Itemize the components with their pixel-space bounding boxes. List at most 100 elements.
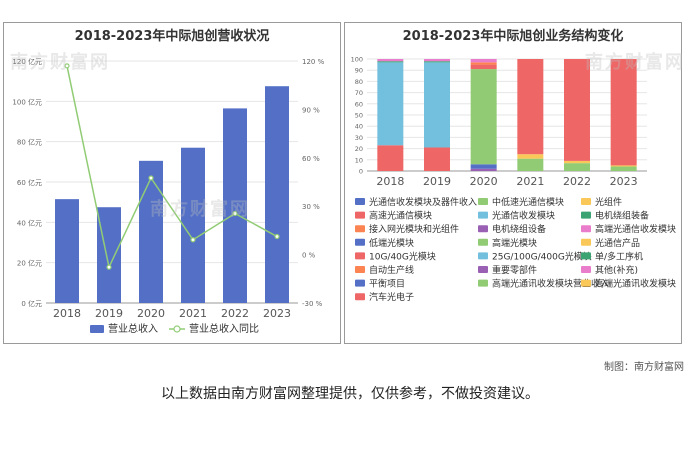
legend-swatch [355,293,365,301]
x-axis-tick-label: 2019 [423,175,451,188]
legend-label: 中低速光通信模块 [492,196,564,208]
legend-label-revenue: 营业总收入 [108,322,158,335]
revenue-chart: 0 亿元 20 亿元 40 亿元 60 亿元 80 亿元 100 亿元 120 亿元 -30 … [12,57,325,335]
right-axis-tick-label: 0 % [302,252,316,260]
y-axis-tick-label: 60 [355,100,363,108]
legend-swatch [581,211,591,219]
legend-label: 高端光通讯收发模块 [595,278,676,290]
left-axis-tick-label: 60 亿元 [17,178,42,187]
right-axis-tick-label: 120 % [302,58,325,66]
legend-label: 电机绕组装备 [595,210,649,222]
legend-swatch [478,225,488,233]
left-axis-tick-label: 40 亿元 [17,218,42,227]
y-axis-tick-label: 0 [359,168,363,176]
yoy-point [190,237,196,243]
stack-segment [424,62,450,148]
legend-label: 光通信收发模块及器件收入 [369,196,477,208]
legend-label: 光通信产品 [595,237,640,249]
stack-segment [377,61,404,63]
legend-swatch [478,198,488,205]
stack-segment [424,59,450,62]
chart-credit: 制图：南方财富网 [604,362,684,373]
watermark-text: 南方财富网 [10,52,110,73]
business-structure-title: 2018-2023年中际旭创业务结构变化 [402,29,624,44]
right-axis-tick-label: 60 % [302,155,320,163]
right-axis-tick-label: 30 % [302,203,320,211]
legend-swatch [581,266,591,273]
legend-label: 高速光通信模块 [369,210,432,222]
y-axis-tick-label: 30 [355,134,363,142]
legend-swatch [355,279,365,287]
y-axis-tick-label: 80 [355,78,363,86]
stack-segment [610,165,637,167]
legend-swatch-revenue [90,325,104,333]
stack-segment [564,163,590,171]
revenue-bar [223,108,247,304]
legend-swatch [355,211,365,219]
legend-label: 10G/40G光模块 [369,250,436,262]
watermark-text-center: 南方财富网 [150,199,250,220]
stack-segment [564,59,590,161]
legend-swatch [581,225,591,233]
stack-segment [517,154,544,159]
x-axis-tick-label: 2018 [53,307,81,320]
legend-swatch [478,252,488,260]
stack-segment [377,59,404,62]
revenue-chart-title: 2018-2023年中际旭创营收状况 [74,29,270,44]
stack-segment [610,59,637,166]
legend-label: 电机绕组设备 [492,223,546,235]
legend-label: 光通信收发模块 [492,210,555,222]
legend-swatch [355,238,365,246]
legend-swatch [581,238,591,246]
stack-segment [564,160,590,164]
yoy-point [232,210,238,217]
revenue-chart-panel: 2018-2023年中际旭创营收状况 0 亿元 20 亿元 40 亿元 60 亿元 80… [3,22,341,344]
y-axis-tick-label: 40 [355,123,363,131]
legend-swatch-yoy-marker [173,325,181,333]
stack-segment [470,69,497,165]
revenue-bar [265,86,289,303]
stack-segment [424,147,450,171]
legend-label: 接入网光模块和光组件 [369,223,459,235]
legend-label: 高端光通讯收发模块营业收入 [492,278,609,290]
y-axis-tick-label: 70 [355,89,363,97]
legend-swatch [478,238,488,246]
legend-swatch [581,279,591,287]
revenue-bar [139,160,163,303]
stack-segment [377,62,404,146]
yoy-line [66,65,278,270]
business-structure-chart: 0 10 20 30 40 50 60 70 80 90 100 2018 2019 2020 2021 20… [351,56,676,304]
legend-label: 25G/100G/400G光模块 [492,250,592,262]
left-axis-tick-label: 120 亿元 [12,57,42,66]
legend-label: 重要零部件 [492,264,537,276]
yoy-point [148,175,154,181]
legend-swatch [355,198,365,205]
stack-segment [470,164,497,169]
legend-label: 低端光模块 [369,237,414,249]
watermark-text-right: 南方财富网 [585,52,685,73]
legend-label: 单/多工序机 [595,250,643,262]
legend-label-yoy: 营业总收入同比 [189,322,259,335]
stack-segment [470,62,497,65]
x-axis-tick-label: 2019 [95,307,123,320]
legend-swatch [478,266,488,273]
y-axis-tick-label: 90 [355,67,363,75]
x-axis-tick-label: 2018 [376,175,404,188]
legend-swatch [581,252,591,260]
legend-swatch [355,225,365,233]
legend-label: 高端光模块 [492,237,537,249]
x-axis-tick-label: 2021 [179,307,207,320]
business-structure-panel: 2018-2023年中际旭创业务结构变化 0 10 20 30 40 50 60 70 80 90… [344,22,682,344]
stack-segment [424,61,450,63]
yoy-point [106,264,112,270]
x-axis-tick-label: 2022 [221,307,249,320]
yoy-point [64,63,70,69]
x-axis-tick-label: 2023 [263,307,291,320]
stack-segment [610,166,637,171]
left-axis-tick-label: 80 亿元 [17,138,42,147]
right-axis-tick-label: -30 % [302,300,323,308]
legend-swatch [478,211,488,219]
disclaimer-note: 以上数据由南方财富网整理提供，仅供参考，不做投资建议。 [161,386,539,402]
stack-segment [470,59,497,63]
left-axis-tick-label: 100 亿元 [12,97,42,106]
